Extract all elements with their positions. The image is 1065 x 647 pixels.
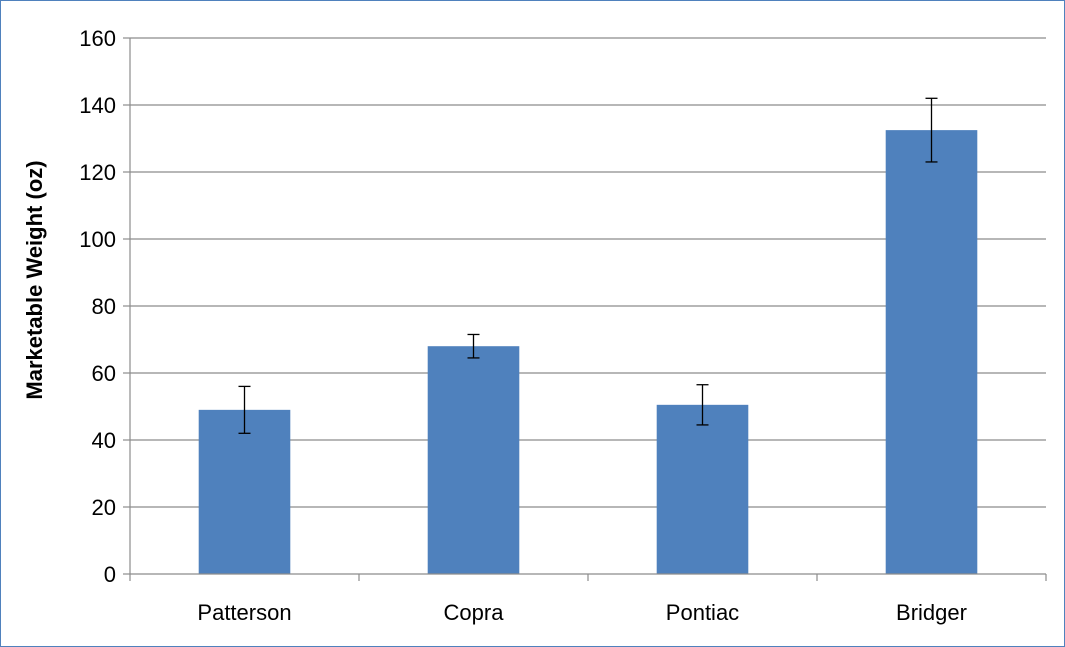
y-tick-label: 0 <box>104 562 116 587</box>
axes <box>129 38 1047 581</box>
x-tick-label: Patterson <box>197 600 291 625</box>
y-tick-label: 100 <box>79 227 116 252</box>
y-tick-label: 160 <box>79 26 116 51</box>
x-tick-label: Copra <box>444 600 505 625</box>
x-tick-label: Pontiac <box>666 600 739 625</box>
x-tick-label: Bridger <box>896 600 967 625</box>
y-tick-label: 40 <box>92 428 116 453</box>
bar <box>656 404 749 574</box>
error-bars <box>238 97 938 434</box>
bars <box>198 130 978 574</box>
y-axis-title: Marketable Weight (oz) <box>22 160 47 399</box>
y-tick-label: 20 <box>92 495 116 520</box>
y-tick-label: 60 <box>92 361 116 386</box>
x-axis-ticks: Patterson Copra Pontiac Bridger <box>197 600 967 625</box>
bar <box>885 130 978 574</box>
y-tick-label: 140 <box>79 93 116 118</box>
y-tick-label: 120 <box>79 160 116 185</box>
y-axis-ticks: 0 20 40 60 80 100 120 140 160 <box>79 26 130 587</box>
y-tick-label: 80 <box>92 294 116 319</box>
bar <box>198 409 291 574</box>
bar <box>427 346 520 574</box>
